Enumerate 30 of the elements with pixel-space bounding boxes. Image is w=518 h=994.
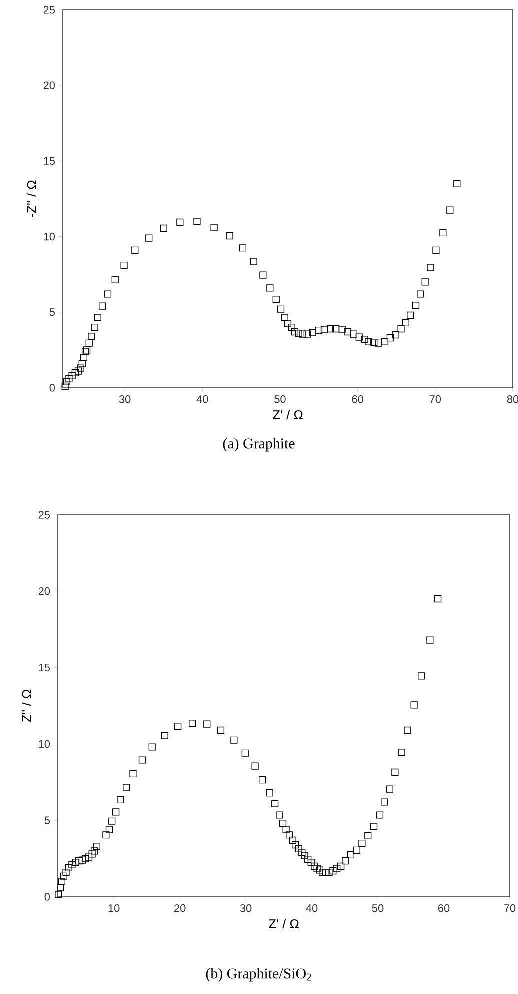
x-tick-label: 70: [504, 904, 516, 912]
x-tick-label: 40: [196, 396, 208, 404]
x-tick-label: 30: [119, 396, 131, 404]
y-tick-label: 10: [44, 232, 56, 241]
x-tick-label: 10: [108, 904, 120, 912]
x-tick-label: 50: [372, 904, 384, 912]
y-axis-title: Z'' / Ω: [22, 690, 32, 722]
y-tick-label: 20: [44, 82, 56, 90]
y-tick-label: 25: [44, 6, 56, 14]
y-tick-label: 25: [38, 511, 50, 519]
x-tick-label: 20: [174, 904, 186, 912]
x-axis-title: Z' / Ω: [272, 410, 303, 420]
y-tick-label: 5: [50, 308, 56, 316]
y-tick-label: 5: [44, 816, 50, 824]
y-tick-label: 15: [44, 157, 56, 166]
y-tick-label: 0: [44, 893, 50, 901]
x-tick-label: 30: [240, 904, 252, 912]
text: (a) Graphite: [223, 438, 295, 452]
x-tick-label: 50: [274, 396, 286, 404]
text: (b) Graphite/SiO$_{2}$: [206, 968, 312, 982]
x-tick-label: 70: [430, 396, 442, 404]
x-axis-title: Z' / Ω: [268, 919, 299, 929]
y-tick-label: 0: [50, 384, 56, 392]
x-tick-label: 60: [438, 904, 450, 912]
y-tick-label: 15: [39, 664, 50, 672]
x-tick-label: 40: [306, 904, 318, 912]
x-tick-label: 60: [352, 396, 364, 404]
y-tick-label: 10: [39, 740, 50, 748]
y-axis-title: -Z'' / Ω: [26, 180, 36, 218]
y-tick-label: 20: [38, 588, 50, 596]
